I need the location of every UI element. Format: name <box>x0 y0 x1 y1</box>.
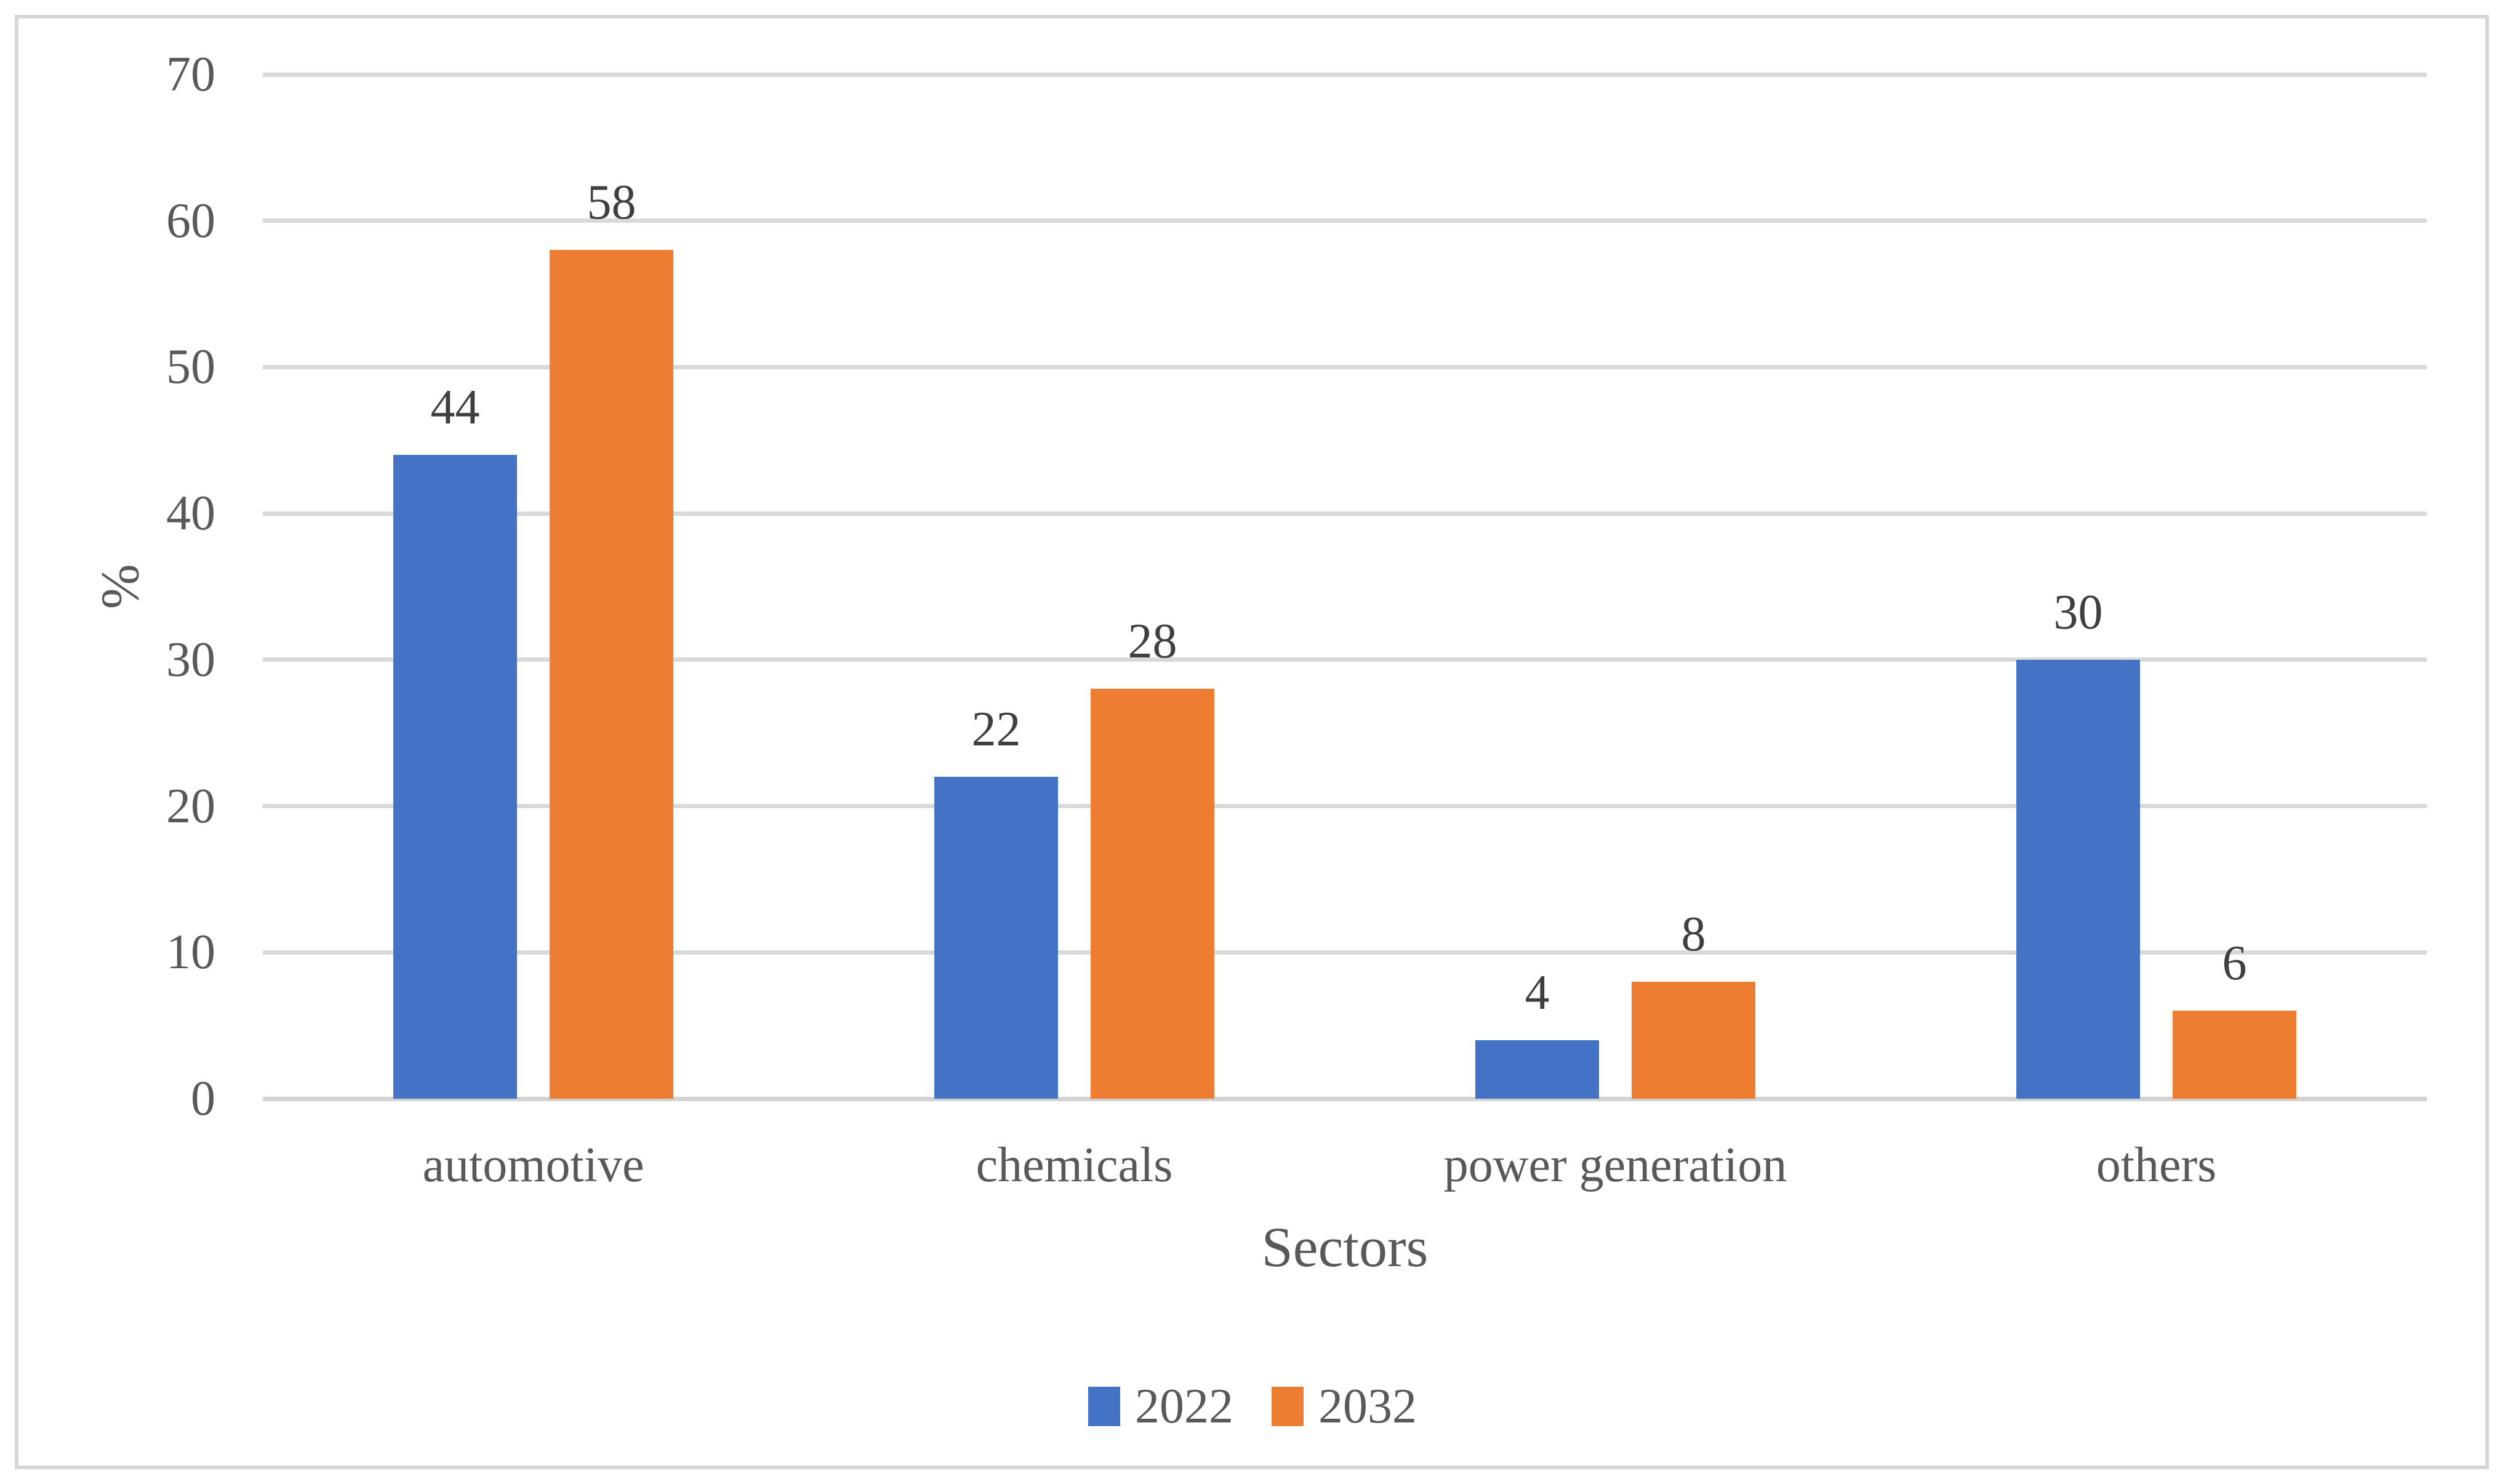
category-group-automotive: 44 58 <box>263 74 804 1099</box>
bar-2032-chemicals <box>1091 689 1214 1099</box>
y-axis-tick-label-60: 60 <box>166 193 215 248</box>
bar-2022-power-generation <box>1475 1040 1599 1099</box>
data-label-2032-others: 6 <box>2222 936 2247 991</box>
data-label-2032-automotive: 58 <box>587 175 636 230</box>
data-label-2022-power-generation: 4 <box>1525 965 1550 1020</box>
y-axis-tick-label-30: 30 <box>166 632 215 687</box>
bar-wrap-2032-power-generation: 8 <box>1632 910 1755 1099</box>
x-axis-category-label-automotive: automotive <box>422 1138 644 1192</box>
legend-item-2022: 2022 <box>1088 1382 1233 1431</box>
y-axis-tick-label-70: 70 <box>166 47 215 102</box>
y-axis-title: % <box>90 564 151 609</box>
category-group-chemicals: 22 28 <box>804 74 1345 1099</box>
legend-label-2032: 2032 <box>1318 1379 1417 1434</box>
gridline-y-10 <box>263 950 2427 955</box>
bar-wrap-2022-automotive: 44 <box>393 383 517 1099</box>
bar-wrap-2022-power-generation: 4 <box>1475 968 1599 1099</box>
data-label-2032-power-generation: 8 <box>1681 907 1706 961</box>
bar-wrap-2032-chemicals: 28 <box>1091 617 1214 1099</box>
y-axis-tick-label-0: 0 <box>191 1072 215 1126</box>
x-axis-line <box>263 1096 2427 1101</box>
bar-wrap-2022-others: 30 <box>2016 588 2140 1099</box>
bar-2022-automotive <box>393 455 517 1099</box>
legend: 2022 2032 <box>0 1382 2505 1431</box>
y-axis-tick-label-50: 50 <box>166 340 215 395</box>
y-axis-tick-label-20: 20 <box>166 779 215 833</box>
data-label-2032-chemicals: 28 <box>1128 614 1177 669</box>
plot-area: 44 58 22 28 4 8 30 6 <box>263 72 2427 1101</box>
legend-swatch-2022 <box>1088 1387 1120 1426</box>
bar-2032-automotive <box>550 250 673 1099</box>
x-axis-category-label-others: others <box>2096 1138 2217 1192</box>
data-label-2022-automotive: 44 <box>430 380 480 435</box>
gridline-y-40 <box>263 511 2427 516</box>
x-axis-category-label-power-generation: power generation <box>1443 1138 1787 1192</box>
data-label-2022-chemicals: 22 <box>971 702 1021 757</box>
y-axis-tick-label-10: 10 <box>166 925 215 980</box>
gridline-y-20 <box>263 804 2427 809</box>
legend-item-2032: 2032 <box>1272 1382 1417 1431</box>
y-axis-tick-label-40: 40 <box>166 486 215 541</box>
x-axis-category-label-chemicals: chemicals <box>976 1138 1173 1192</box>
bar-wrap-2032-automotive: 58 <box>550 178 673 1099</box>
gridline-y-70 <box>263 72 2427 77</box>
bar-wrap-2022-chemicals: 22 <box>934 705 1058 1099</box>
bar-wrap-2032-others: 6 <box>2173 939 2296 1099</box>
bar-2032-others <box>2173 1011 2296 1099</box>
bar-2022-chemicals <box>934 777 1058 1099</box>
gridline-y-60 <box>263 219 2427 223</box>
data-label-2022-others: 30 <box>2053 585 2103 640</box>
legend-swatch-2032 <box>1272 1387 1304 1426</box>
x-axis-title: Sectors <box>1261 1216 1429 1278</box>
category-group-others: 30 6 <box>1886 74 2427 1099</box>
bar-2032-power-generation <box>1632 981 1755 1099</box>
gridline-y-50 <box>263 364 2427 369</box>
legend-label-2022: 2022 <box>1135 1379 1233 1434</box>
bar-2022-others <box>2016 659 2140 1099</box>
gridline-y-30 <box>263 657 2427 662</box>
